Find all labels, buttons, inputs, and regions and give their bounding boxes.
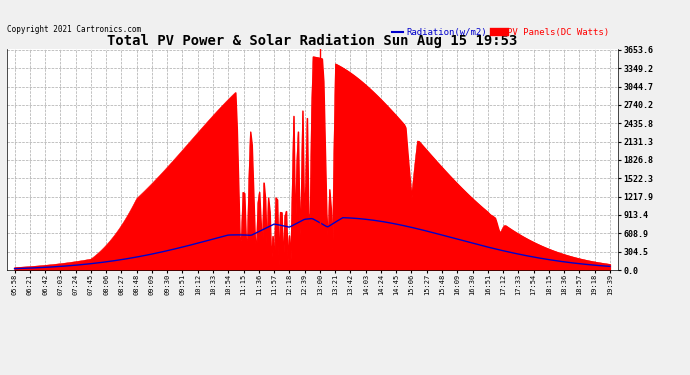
Text: Copyright 2021 Cartronics.com: Copyright 2021 Cartronics.com [7,25,141,34]
Title: Total PV Power & Solar Radiation Sun Aug 15 19:53: Total PV Power & Solar Radiation Sun Aug… [107,33,518,48]
Legend: Radiation(w/m2), PV Panels(DC Watts): Radiation(w/m2), PV Panels(DC Watts) [388,24,613,41]
